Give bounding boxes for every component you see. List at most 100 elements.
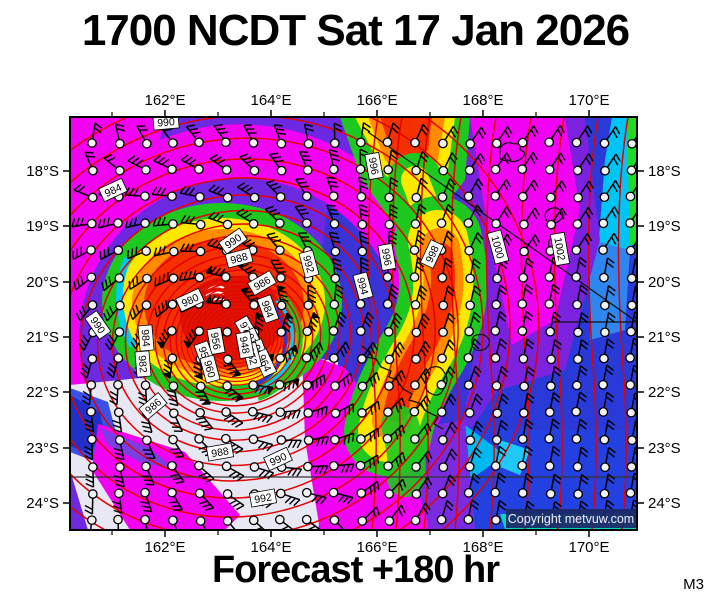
wind-barb-station — [384, 489, 395, 499]
wind-barb-station — [437, 272, 448, 283]
wind-barb-station — [115, 300, 125, 311]
wind-barb-station — [545, 488, 556, 499]
wind-barb-station — [356, 191, 367, 202]
wind-barb-station — [167, 164, 177, 175]
wind-barb-station — [519, 246, 529, 257]
isobar-label: 990 — [263, 446, 293, 472]
wind-barb-station — [571, 137, 582, 148]
wind-barb-station — [355, 326, 366, 336]
wind-barb-station — [220, 272, 231, 282]
wind-barb-station — [168, 138, 178, 148]
wind-barb-station — [599, 488, 610, 499]
wind-barb-station — [627, 300, 637, 311]
lat-tick-label: 21°S — [648, 329, 681, 346]
wind-barb-station — [330, 381, 340, 391]
wind-barb-station — [438, 165, 449, 176]
wind-barb-station — [274, 218, 285, 228]
wind-barb-station — [140, 487, 150, 498]
wind-barb-station — [382, 299, 393, 309]
wind-barb-station — [275, 407, 286, 418]
wind-barb-station — [411, 462, 421, 472]
wind-barb-station — [572, 219, 583, 229]
svg-text:984: 984 — [138, 329, 151, 348]
wind-barb-station — [113, 379, 123, 390]
copyright-text: Copyright metvuw.com — [508, 512, 634, 526]
isobar-label: 982 — [134, 350, 152, 378]
isobar-label: 956 — [206, 326, 226, 356]
svg-text:988: 988 — [229, 251, 249, 267]
wind-barb-station — [463, 352, 474, 363]
wind-barb-station — [113, 514, 123, 525]
wind-barb-station — [328, 191, 339, 202]
wind-barb-station — [140, 218, 150, 229]
wind-barb-station — [436, 514, 447, 525]
wind-barb-station — [517, 137, 528, 148]
wind-barb-station — [438, 327, 448, 338]
wind-barb-station — [491, 138, 502, 149]
wind-barb-station — [249, 192, 260, 203]
wind-barb-station — [247, 406, 258, 417]
boundary-line — [367, 131, 637, 323]
wind-barb-station — [113, 218, 123, 228]
wind-barb-station — [572, 165, 583, 176]
wind-barb-station — [438, 462, 449, 473]
wind-barb-station — [167, 487, 177, 498]
isobar-label: 948 — [235, 330, 255, 360]
wind-barb-station — [114, 165, 125, 176]
wind-barb-station — [357, 354, 367, 364]
wind-barb-station — [518, 272, 529, 283]
wind-barb-station — [625, 191, 636, 202]
wind-barb-station — [195, 192, 205, 202]
wind-barb-station — [465, 273, 476, 284]
wind-barb-station — [141, 300, 152, 310]
wind-barb-station — [384, 192, 395, 203]
wind-barb-station — [140, 380, 151, 391]
wind-barb-station — [86, 272, 97, 283]
wind-barb-station — [355, 460, 366, 471]
wind-barb-station — [302, 165, 313, 175]
wind-barb-station — [384, 516, 395, 526]
forecast-hour-caption: Forecast +180 hr — [211, 549, 500, 591]
wind-barb-station — [546, 354, 556, 365]
wind-barb-station — [409, 245, 420, 255]
wind-barb-station — [276, 300, 287, 311]
isobar-label: 992 — [248, 488, 278, 508]
wind-barb-station — [627, 138, 637, 149]
wind-barb-station — [329, 299, 340, 310]
wind-barb-station — [301, 514, 312, 525]
isobar-label: 988 — [224, 247, 254, 269]
wind-barb-station — [518, 191, 528, 202]
wind-barb-station — [546, 381, 556, 391]
wind-barb-station — [195, 381, 206, 392]
wind-barb-station — [167, 353, 178, 364]
wind-barb-station — [411, 354, 421, 364]
wind-barb-station — [221, 299, 231, 310]
island-outline — [544, 207, 564, 225]
wind-barb-station — [544, 299, 555, 309]
wind-barb-station — [625, 245, 636, 256]
wind-barb-station — [572, 461, 583, 472]
isobar-label: 960 — [199, 354, 221, 384]
wind-barb-station — [195, 516, 206, 526]
wind-barb-station — [195, 246, 206, 257]
wind-barb-station — [492, 408, 503, 419]
wind-barb-station — [464, 326, 474, 337]
wind-barb-station — [626, 407, 637, 418]
svg-text:948: 948 — [237, 335, 252, 354]
wind-barb-station — [465, 138, 476, 149]
wind-barb-station — [464, 165, 475, 176]
wind-barb-station — [330, 273, 341, 284]
wind-barb-station — [168, 246, 179, 257]
wind-barb-station — [544, 433, 555, 444]
wind-barb-station — [490, 164, 501, 175]
wind-barb-station — [517, 460, 528, 471]
wind-barb-station — [249, 300, 259, 310]
wind-barb-station — [301, 352, 312, 363]
map-border — [69, 116, 638, 531]
wind-barb-station — [356, 434, 366, 444]
wind-barb-station — [113, 245, 124, 256]
wind-barb-station — [222, 327, 233, 337]
wind-barb-station — [546, 219, 556, 230]
wind-barb-station — [114, 435, 125, 445]
